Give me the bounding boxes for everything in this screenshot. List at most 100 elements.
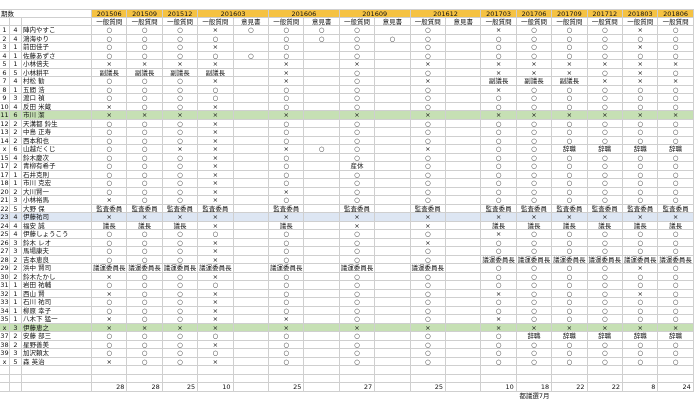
status-cell	[446, 187, 482, 196]
member-name: 大野 保	[22, 204, 92, 213]
status-cell	[375, 349, 411, 358]
status-cell	[446, 221, 482, 230]
member-name: 石井克則	[22, 170, 92, 179]
sub-header: 一般質問	[516, 17, 553, 26]
member-name: 星野善美	[22, 340, 92, 349]
status-cell: ×	[198, 255, 234, 264]
status-cell: ×	[410, 77, 446, 86]
status-cell: ○	[481, 349, 517, 358]
status-cell	[304, 68, 340, 77]
status-cell: ○	[516, 357, 553, 366]
status-cell: ○	[623, 349, 659, 358]
status-cell: 副議長	[516, 77, 553, 86]
status-cell: ○	[552, 94, 588, 103]
status-cell: ○	[410, 34, 446, 43]
status-cell: ○	[552, 281, 588, 290]
status-cell: ×	[162, 213, 199, 222]
status-cell: ○	[162, 289, 199, 298]
status-cell: ×	[623, 264, 659, 273]
blank-cell	[92, 366, 128, 375]
status-cell: ○	[516, 230, 553, 239]
status-cell: ×	[587, 60, 623, 69]
member-name: 村松 勧	[22, 77, 92, 86]
row-mark: 6	[0, 68, 10, 77]
member-name: 反田 米蔵	[22, 102, 92, 111]
status-cell: ×	[516, 111, 553, 120]
member-name: 馬場康夫	[22, 247, 92, 256]
status-cell: ○	[127, 357, 163, 366]
status-cell	[304, 77, 340, 86]
status-cell	[304, 357, 340, 366]
term: 4	[10, 213, 22, 222]
status-cell	[304, 213, 340, 222]
term: 4	[10, 34, 22, 43]
status-cell: ○	[339, 187, 376, 196]
status-cell	[375, 102, 411, 111]
member-name: 陣内やすこ	[22, 26, 92, 35]
status-cell: ○	[481, 357, 517, 366]
status-cell: ○	[481, 238, 517, 247]
status-cell	[446, 94, 482, 103]
status-cell: ○	[410, 102, 446, 111]
status-cell: ×	[623, 213, 659, 222]
status-cell	[375, 77, 411, 86]
member-name: 市川 克宏	[22, 179, 92, 188]
status-cell: ○	[516, 170, 553, 179]
status-cell: ○	[127, 170, 163, 179]
status-cell: ×	[269, 315, 305, 324]
status-cell: ○	[162, 26, 199, 35]
member-name: 西山 賢	[22, 289, 92, 298]
status-cell: ○	[587, 349, 623, 358]
status-cell: ○	[162, 272, 199, 281]
blank-cell	[22, 366, 92, 375]
status-cell: ○	[481, 43, 517, 52]
status-cell: ○	[410, 255, 446, 264]
status-cell: ○	[269, 170, 305, 179]
status-cell: ○	[658, 179, 694, 188]
total: 25	[410, 383, 446, 392]
status-cell: ○	[516, 145, 553, 154]
total: 10	[481, 383, 517, 392]
blank-cell	[198, 374, 234, 383]
status-cell	[375, 315, 411, 324]
status-cell: ×	[92, 196, 128, 205]
status-cell	[375, 85, 411, 94]
status-cell: ○	[658, 281, 694, 290]
status-cell: ○	[162, 153, 199, 162]
status-cell: ○	[269, 85, 305, 94]
status-cell: ○	[269, 153, 305, 162]
status-cell	[304, 230, 340, 239]
status-cell: ○	[410, 298, 446, 307]
status-cell: ○	[587, 94, 623, 103]
status-cell: ×	[198, 102, 234, 111]
status-cell: ○	[410, 162, 446, 171]
term: 4	[10, 77, 22, 86]
status-cell: ×	[92, 272, 128, 281]
blank-cell	[233, 374, 269, 383]
status-cell: ○	[658, 187, 694, 196]
status-cell: ×	[587, 323, 623, 332]
status-cell: ○	[92, 187, 128, 196]
status-cell: ○	[658, 272, 694, 281]
blank-cell	[269, 366, 305, 375]
status-cell: ○	[481, 179, 517, 188]
row-mark: 9	[0, 94, 10, 103]
status-cell	[233, 298, 269, 307]
status-cell: ○	[269, 128, 305, 137]
status-cell: ○	[304, 26, 340, 35]
term: 5	[10, 68, 22, 77]
corner-label: 期数	[0, 9, 92, 18]
status-cell	[446, 196, 482, 205]
status-cell: 議運委員長	[269, 264, 305, 273]
blank-cell	[0, 366, 10, 375]
status-cell: ○	[410, 349, 446, 358]
status-cell: ○	[339, 179, 376, 188]
status-cell	[304, 238, 340, 247]
status-cell: ×	[410, 145, 446, 154]
status-cell: 議運委員長	[198, 264, 234, 273]
term: 2	[10, 187, 22, 196]
status-cell: ○	[198, 230, 234, 239]
status-cell: ○	[92, 306, 128, 315]
status-cell: ○	[198, 85, 234, 94]
